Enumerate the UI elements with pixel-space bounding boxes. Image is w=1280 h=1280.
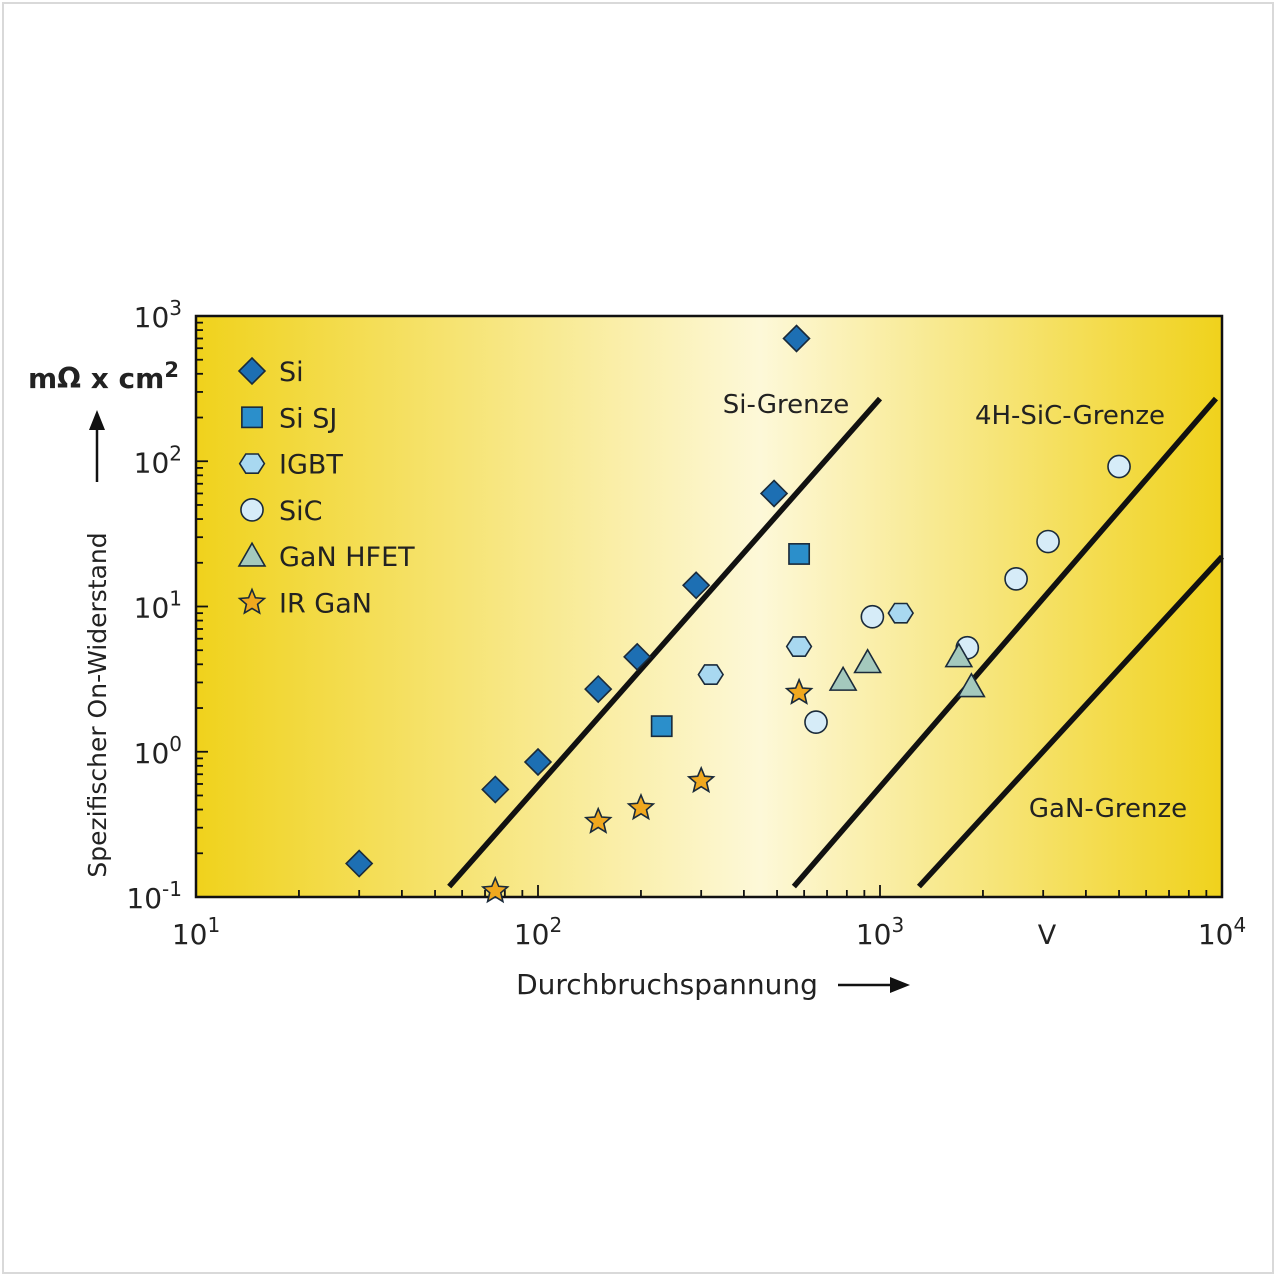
legend-marker [238, 453, 266, 475]
legend-label: SiC [279, 496, 323, 527]
limit-line [916, 554, 1225, 889]
x-tick-exp: 2 [549, 913, 562, 937]
data-point [686, 765, 716, 794]
y-tick-label: 102 [134, 441, 182, 479]
y-axis-label: Spezifischer On-Widerstand [83, 532, 112, 877]
legend: Si Si SJ IGBT SiC GaN HFET IR GaN [237, 356, 415, 620]
x-tick-base: 10 [514, 918, 550, 951]
y-tick-label: 103 [134, 296, 182, 334]
y-axis-arrow [89, 410, 105, 482]
data-point [523, 747, 553, 777]
x-tick-exp: 3 [891, 913, 904, 937]
x-tick-label: 104 [1198, 913, 1246, 951]
x-tick-exp: 1 [207, 913, 220, 937]
data-points [345, 324, 1131, 904]
limit-line-label: GaN-Grenze [1029, 794, 1187, 824]
data-point [626, 792, 656, 821]
y-tick-exp: 2 [169, 441, 182, 465]
data-point [623, 642, 652, 672]
legend-marker [237, 541, 267, 567]
y-tick-label: 10-1 [126, 877, 182, 915]
data-point [1036, 529, 1060, 554]
y-tick-label: 100 [134, 732, 182, 770]
legend-marker [241, 406, 263, 429]
x-tick-exp: 4 [1233, 913, 1246, 937]
data-point [697, 664, 725, 686]
legend-label: IR GaN [279, 589, 372, 620]
y-tick-exp: 1 [169, 587, 182, 611]
y-unit-text: mΩ x cm [28, 362, 164, 395]
legend-marker [240, 498, 264, 522]
data-point [782, 324, 811, 353]
x-unit-tick-label: V [1038, 920, 1057, 951]
axis-ticks [195, 321, 1223, 898]
data-point [584, 674, 613, 704]
y-tick-exp: 3 [169, 296, 182, 320]
y-tick-exp: 0 [169, 732, 182, 756]
y-tick-base: 10 [134, 301, 170, 334]
y-tick-exp: -1 [162, 877, 182, 901]
y-tick-base: 10 [134, 737, 170, 770]
x-axis-label: Durchbruchspannung [516, 968, 818, 1001]
legend-label: IGBT [279, 450, 343, 481]
data-point [583, 806, 613, 834]
data-point [788, 543, 811, 565]
data-point [956, 672, 986, 698]
limit-lines: Si-Grenze 4H-SiC-Grenze GaN-Grenze [447, 390, 1225, 889]
legend-label: Si [279, 357, 304, 388]
limit-line-label: 4H-SiC-Grenze [975, 401, 1165, 431]
data-point [481, 775, 510, 804]
y-tick-label: 101 [134, 587, 182, 625]
data-point [785, 636, 813, 658]
data-point [682, 571, 711, 600]
x-tick-base: 10 [856, 918, 892, 951]
y-unit-sup: 2 [164, 358, 179, 382]
x-tick-base: 10 [172, 918, 208, 951]
y-tick-base: 10 [134, 446, 170, 479]
data-point [759, 479, 789, 508]
data-point [784, 677, 814, 705]
data-point [853, 648, 882, 674]
data-point [480, 875, 510, 904]
y-tick-base: 10 [134, 592, 170, 625]
x-tick-label: 102 [514, 913, 562, 951]
data-point [804, 710, 828, 734]
data-point [1004, 567, 1028, 591]
x-axis-arrow [838, 977, 910, 993]
x-tick-base: 10 [1198, 918, 1234, 951]
data-point [1107, 454, 1131, 479]
legend-marker [237, 356, 267, 386]
limit-line [447, 396, 883, 889]
plot-area [194, 314, 1224, 899]
data-point [650, 715, 673, 738]
data-point [887, 602, 915, 624]
y-unit-label: mΩ x cm2 [28, 358, 179, 395]
limit-line [791, 396, 1219, 889]
data-point [944, 642, 974, 668]
y-tick-base: 10 [126, 882, 162, 915]
x-tick-label: 103 [856, 913, 904, 951]
limit-line-label: Si-Grenze [723, 390, 849, 420]
legend-label: Si SJ [279, 403, 337, 434]
data-point [860, 604, 885, 629]
data-point [828, 665, 858, 691]
legend-marker [237, 587, 267, 615]
legend-label: GaN HFET [279, 542, 415, 573]
x-tick-label: 101 [172, 913, 220, 951]
data-point [345, 849, 374, 878]
